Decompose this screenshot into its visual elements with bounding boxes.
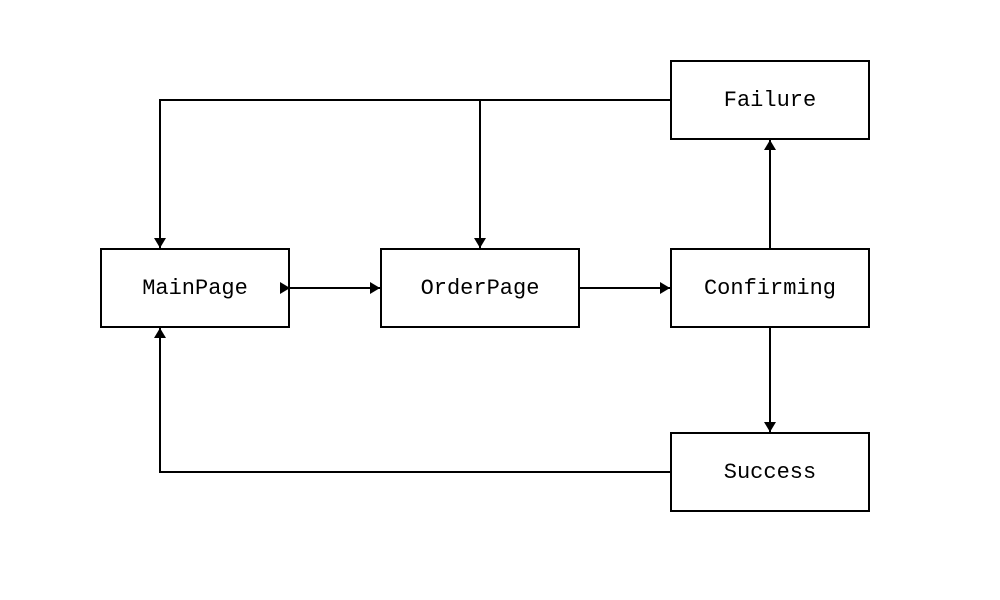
node-label: Success	[724, 460, 816, 485]
node-label: Failure	[724, 88, 816, 113]
node-label: MainPage	[142, 276, 248, 301]
node-label: Confirming	[704, 276, 836, 301]
node-mainpage: MainPage	[100, 248, 290, 328]
node-orderpage: OrderPage	[380, 248, 580, 328]
node-label: OrderPage	[421, 276, 540, 301]
node-success: Success	[670, 432, 870, 512]
node-confirming: Confirming	[670, 248, 870, 328]
node-failure: Failure	[670, 60, 870, 140]
